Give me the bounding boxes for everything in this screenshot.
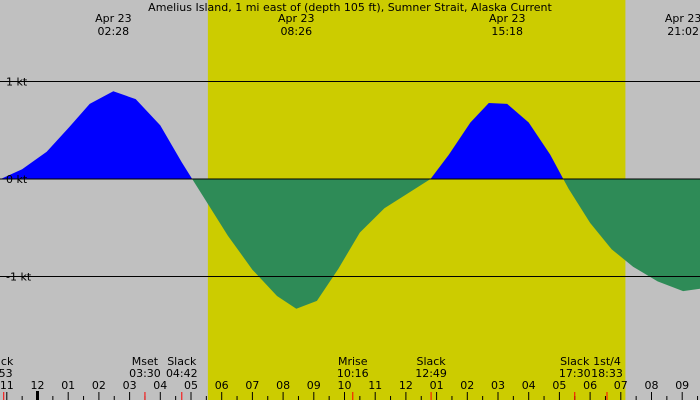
x-hour-label: 03 [123,379,137,392]
x-hour-label: 02 [460,379,474,392]
x-hour-label: 06 [215,379,229,392]
x-hour-axis: 11 12 01 02 03 04 05 06 07 08 09 10 11 12 01 02 03 04 05 06… [0,379,699,400]
event-time: 03:30 [129,367,161,380]
x-hour-label: 01 [430,379,444,392]
ebb-area-3 [563,179,700,292]
extremum-date: Apr 23 [278,12,315,25]
x-hour-label: 07 [245,379,259,392]
event-time: 18:33 [591,367,623,380]
extremum-time: 08:26 [280,25,312,38]
event-label: ack [0,355,14,368]
event-time: :53 [0,367,13,380]
gridlines [0,81,700,277]
x-hour-label: 04 [153,379,167,392]
chart-title: Amelius Island, 1 mi east of (depth 105 … [148,1,552,14]
x-hour-label: 08 [645,379,659,392]
event-time: 12:49 [415,367,447,380]
current-time-marker [36,391,39,400]
x-hour-label: 09 [675,379,689,392]
x-hour-label: 10 [338,379,352,392]
y-tick-labels: 1 kt 0 kt -1 kt [6,76,32,284]
event-labels: ack:53Mset03:30Slack04:42Mrise10:16Slack… [0,355,623,380]
x-hour-label: 03 [491,379,505,392]
x-hour-label: 07 [614,379,628,392]
extremum-date: Apr 23 [95,12,132,25]
y-tick-label: -1 kt [6,271,32,284]
ebb-area-1 [192,179,431,309]
x-hour-label: 12 [399,379,413,392]
x-hour-label: 01 [61,379,75,392]
x-hour-label: 06 [583,379,597,392]
flood-area-0 [0,91,193,179]
event-label: Mrise [338,355,368,368]
extremum-time: 02:28 [97,25,129,38]
x-hour-label: 08 [276,379,290,392]
current-area-layer [0,91,700,309]
event-label: Slack [416,355,446,368]
extremum-time: 21:02 [667,25,699,38]
x-hour-label: 04 [522,379,536,392]
extremum-date: Apr 23 [489,12,526,25]
event-time: 17:30 [559,367,591,380]
x-hour-label: 11 [368,379,382,392]
event-label: 1st/4 [593,355,621,368]
x-hour-label: 05 [552,379,566,392]
event-time: 10:16 [337,367,369,380]
extremum-date: Apr 23 [665,12,700,25]
y-tick-label: 0 kt [6,173,28,186]
x-hour-label: 05 [184,379,198,392]
event-label: Mset [132,355,159,368]
x-hour-label: 12 [31,379,45,392]
extremum-time: 15:18 [491,25,523,38]
x-hour-label: 09 [307,379,321,392]
event-time: 04:42 [166,367,198,380]
flood-area-2 [430,103,564,179]
event-label: Slack [560,355,590,368]
x-hour-label: 11 [0,379,14,392]
x-hour-label: 02 [92,379,106,392]
event-label: Slack [167,355,197,368]
y-tick-label: 1 kt [6,76,28,89]
